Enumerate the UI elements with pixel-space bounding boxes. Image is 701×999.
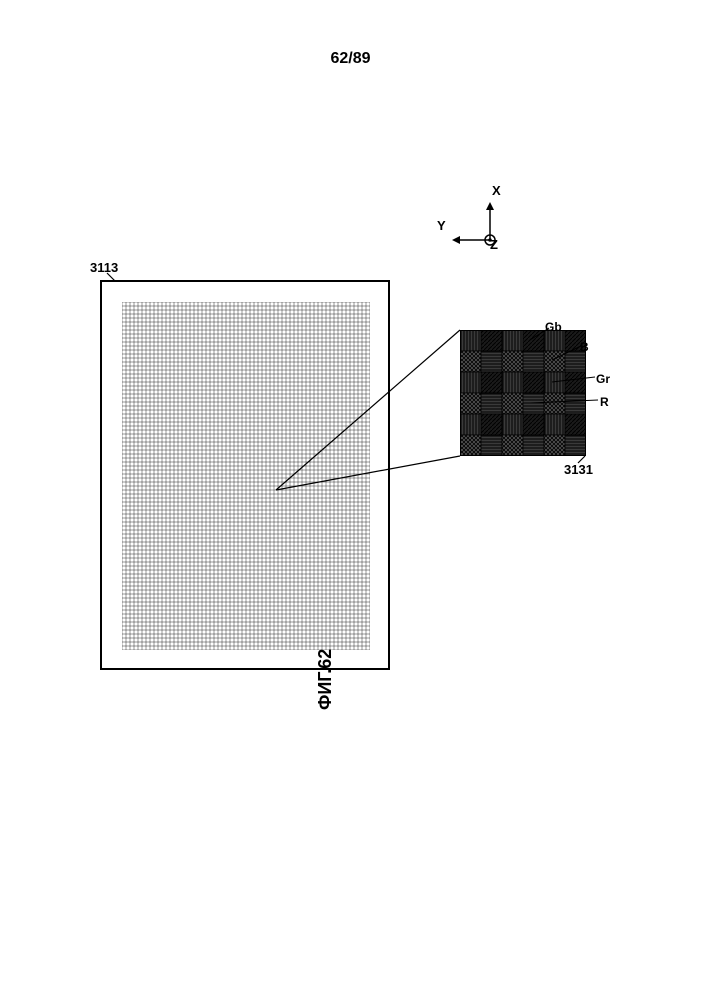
pixel-label-gr: Gr <box>596 372 610 386</box>
pixel-label-b: B <box>580 340 589 354</box>
sensor-grid <box>122 302 370 650</box>
pixel-label-r: R <box>600 395 609 409</box>
axis-z-label: Z <box>490 237 498 252</box>
pixel-label-gb: Gb <box>545 320 562 334</box>
pixel-ref-label: 3131 <box>564 462 593 477</box>
axis-y-label: Y <box>437 218 446 233</box>
figure-container: 3113 Gb B Gr R 3131 X Y Z ФИГ.62 <box>90 260 630 740</box>
detail-pixel-grid <box>460 330 586 456</box>
page-number: 62/89 <box>330 50 370 68</box>
figure-caption: ФИГ.62 <box>315 649 336 710</box>
sensor-frame <box>100 280 390 670</box>
axis-x-label: X <box>492 183 501 198</box>
